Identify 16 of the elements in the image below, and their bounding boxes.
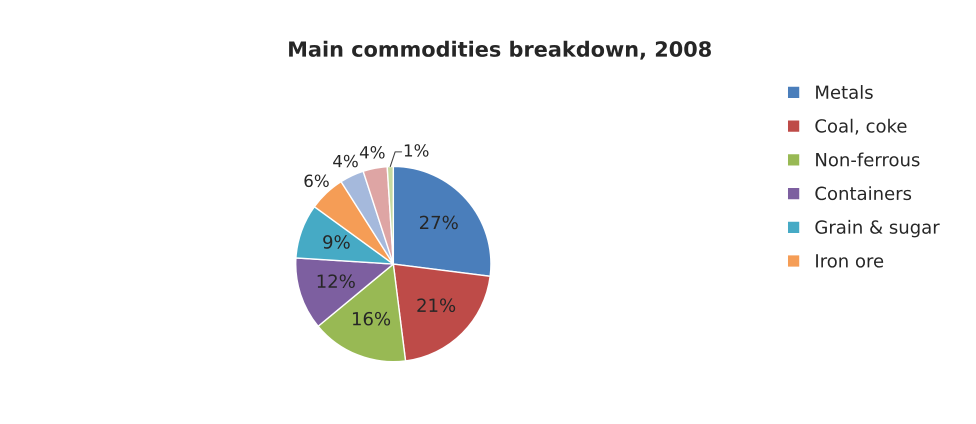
data-label: 1% [404, 144, 429, 157]
data-label: 4% [333, 154, 358, 168]
data-label: 21% [417, 298, 456, 312]
legend-label: Containers [815, 186, 912, 200]
data-label: 6% [304, 174, 329, 188]
data-label: 27% [420, 216, 458, 230]
data-label: 12% [318, 274, 355, 288]
data-label: 9% [323, 235, 350, 249]
legend-label: Metals [816, 85, 873, 100]
legend-label: Non-ferrous [816, 152, 920, 166]
data-label: 16% [352, 312, 390, 326]
data-label: 4% [360, 146, 385, 159]
chart-title: Main commodities breakdown, 2008 [289, 40, 711, 60]
legend-label: Coal, coke [815, 118, 907, 135]
legend-label: Grain & sugar [815, 220, 940, 238]
legend-label: Iron ore [816, 254, 884, 268]
